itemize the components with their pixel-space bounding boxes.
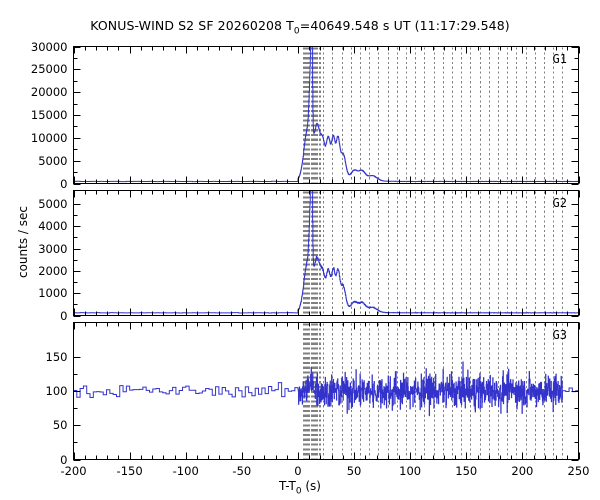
figure-title-rest: =40649.548 s UT (11:17:29.548) (299, 18, 510, 33)
y-tick-label-g1-0: 0 (60, 176, 68, 191)
panel-g1 (72, 45, 581, 186)
x-ticks (73, 190, 581, 316)
y-tick-label-g3-3: 150 (45, 349, 68, 364)
y-tick-label-g1-1: 5000 (38, 153, 68, 168)
y-tick-label-g1-3: 15000 (30, 107, 68, 122)
x-tick-label-8: 200 (511, 463, 534, 478)
y-tick-label-g1-2: 10000 (30, 130, 68, 145)
x-tick-label-9: 250 (567, 463, 590, 478)
x-axis-label-pre: T-T (279, 479, 296, 493)
figure-title-subscript: 0 (293, 26, 300, 37)
y-tick-label-g2-0: 0 (60, 308, 68, 323)
x-tick-label-4: 0 (294, 463, 302, 478)
y-tick-label-g1-4: 20000 (30, 84, 68, 99)
light-curve-g2 (73, 190, 579, 314)
figure-title: KONUS-WIND S2 SF 20260208 T0=40649.548 s… (0, 18, 600, 37)
x-tick-label-1: -150 (116, 463, 143, 478)
x-tick-label-3: -50 (232, 463, 252, 478)
x-axis-label-post: (s) (301, 479, 321, 493)
x-axis-label-subscript: 0 (295, 486, 302, 497)
y-tick-label-g2-5: 5000 (38, 196, 68, 211)
y-ticks (73, 356, 579, 462)
panel-label-g1: G1 (552, 51, 567, 66)
y-tick-label-g1-6: 30000 (30, 39, 68, 54)
x-axis-label: T-T0 (s) (0, 479, 600, 496)
light-curve-g1 (73, 46, 579, 183)
x-tick-label-5: 50 (346, 463, 362, 478)
spectral-boundary-lines (303, 191, 563, 315)
y-tick-label-g2-1: 1000 (38, 285, 68, 300)
y-ticks (73, 46, 579, 186)
figure-title-main: KONUS-WIND S2 SF 20260208 T (90, 18, 294, 33)
panel-g2 (72, 189, 581, 318)
x-ticks (73, 322, 581, 460)
x-tick-label-7: 150 (455, 463, 478, 478)
y-tick-label-g3-2: 100 (45, 383, 68, 398)
panel-g3 (72, 321, 581, 462)
panel-frame (72, 189, 580, 317)
y-tick-label-g2-2: 2000 (38, 263, 68, 278)
y-tick-label-g3-0: 0 (60, 452, 68, 467)
panel-label-g2: G2 (552, 195, 567, 210)
y-tick-label-g3-1: 50 (52, 417, 68, 432)
x-ticks (73, 46, 581, 184)
y-tick-label-g1-5: 25000 (30, 61, 68, 76)
x-tick-label-6: 100 (399, 463, 422, 478)
panel-label-g3: G3 (552, 327, 567, 342)
x-tick-label-0: -200 (60, 463, 87, 478)
x-tick-label-2: -100 (172, 463, 199, 478)
y-tick-label-g2-4: 4000 (38, 218, 68, 233)
y-ticks (73, 203, 579, 318)
light-curve-g3 (73, 361, 579, 417)
y-tick-label-g2-3: 3000 (38, 241, 68, 256)
